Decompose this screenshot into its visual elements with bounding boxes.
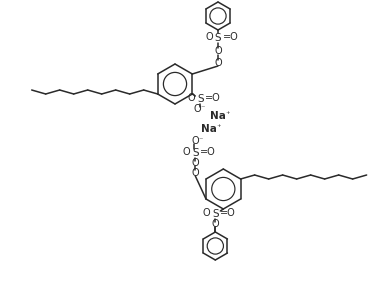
Text: O: O [192,168,199,178]
Text: ⁻: ⁻ [198,136,202,144]
Text: =O: =O [200,147,216,157]
Text: O: O [192,136,199,146]
Text: Na: Na [201,124,217,134]
Text: O: O [214,46,222,56]
Text: =O: =O [220,208,236,218]
Text: O: O [202,208,210,218]
Text: O: O [193,104,201,114]
Text: O: O [214,58,222,68]
Text: O: O [212,219,219,229]
Text: S: S [192,148,199,158]
Text: O: O [192,158,199,168]
Text: S: S [212,209,219,219]
Text: =O: =O [205,93,221,103]
Text: O: O [187,93,195,103]
Text: S: S [215,33,221,43]
Text: ⁺: ⁺ [216,123,221,131]
Text: Na: Na [211,111,226,121]
Text: S: S [197,94,203,104]
Text: ⁺: ⁺ [225,109,230,118]
Text: =O: =O [223,32,239,42]
Text: O: O [205,32,213,42]
Text: ⁻: ⁻ [200,103,205,113]
Text: O: O [183,147,190,157]
